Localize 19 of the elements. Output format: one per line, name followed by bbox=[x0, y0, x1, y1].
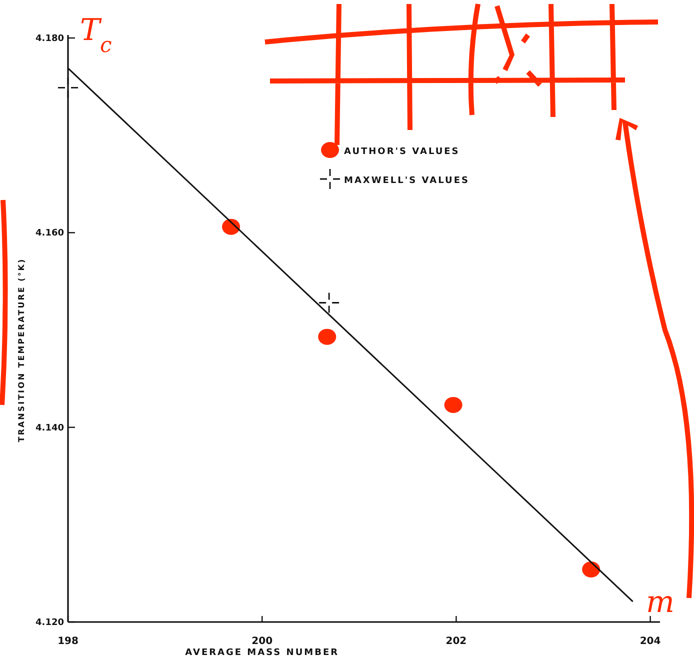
y-tick-label: 4.180 bbox=[36, 34, 64, 44]
legend-label: AUTHOR'S VALUES bbox=[344, 147, 460, 157]
x-tick-label: 198 bbox=[58, 636, 78, 647]
y-tick-label: 4.160 bbox=[36, 228, 64, 239]
point bbox=[444, 396, 462, 413]
point bbox=[582, 561, 600, 578]
x-tick-label: 200 bbox=[252, 636, 273, 647]
y-tick-label: 4.140 bbox=[36, 423, 64, 434]
x-tick-label: 202 bbox=[446, 636, 467, 647]
y-axis-title: TRANSITION TEMPERATURE (°K) bbox=[17, 258, 26, 442]
x-tick-label: 204 bbox=[640, 636, 661, 647]
annotation: T$_{c}$ bbox=[80, 13, 112, 57]
legend-label: MAXWELL'S VALUES bbox=[344, 176, 470, 186]
point bbox=[318, 328, 336, 345]
y-tick-label: 4.120 bbox=[36, 618, 64, 628]
point bbox=[318, 292, 340, 314]
x-axis-title: AVERAGE MASS NUMBER bbox=[185, 648, 340, 658]
point bbox=[57, 76, 79, 98]
annotation: m bbox=[646, 585, 674, 620]
